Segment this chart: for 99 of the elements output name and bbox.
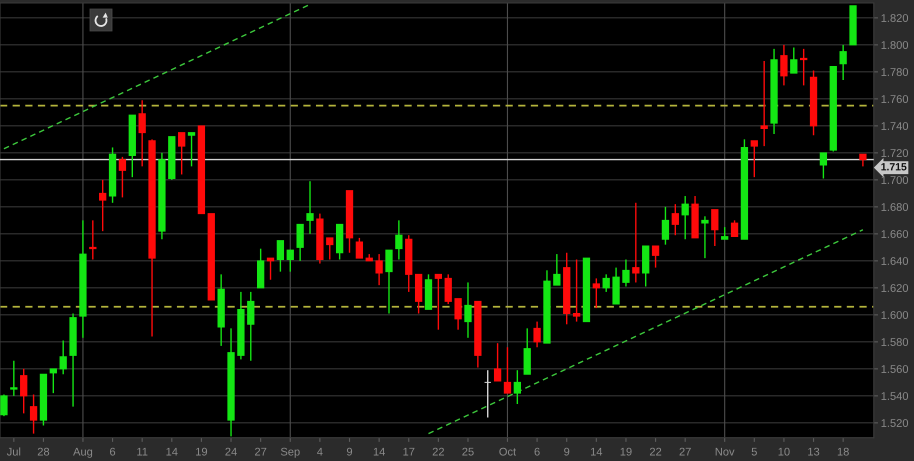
candlestick (454, 298, 462, 330)
candlestick (395, 220, 403, 260)
x-tick-label: 22 (432, 448, 444, 456)
candlestick (306, 180, 314, 235)
candlestick (484, 370, 492, 418)
x-tick-label: Oct (499, 448, 516, 456)
x-tick-label: Jul (6, 447, 20, 456)
candlestick (602, 274, 610, 293)
candlestick (622, 258, 630, 288)
y-tick-label: 1.680 (882, 203, 908, 211)
candlestick (711, 208, 718, 247)
x-tick-label: 6 (534, 448, 540, 456)
candlestick (247, 291, 254, 362)
y-tick-label: 1.800 (882, 41, 908, 49)
candlestick (356, 237, 364, 259)
candlestick (296, 224, 304, 262)
ref-line-label: 1.715 (881, 163, 906, 170)
x-tick-label: 27 (680, 448, 691, 456)
y-tick-label: 1.580 (882, 338, 908, 346)
candlestick (60, 340, 67, 375)
x-tick-label: 13 (808, 448, 820, 456)
candlestick (572, 258, 580, 322)
candlestick (701, 216, 709, 259)
candlestick (760, 60, 768, 147)
y-tick-label: 1.780 (882, 68, 908, 76)
y-tick-label: 1.520 (882, 419, 908, 427)
candlestick (276, 240, 284, 272)
candlestick (721, 226, 728, 240)
candlestick (553, 253, 560, 286)
y-tick-label: 1.660 (882, 230, 908, 238)
candlestick (178, 132, 186, 176)
x-tick-label: 10 (778, 448, 790, 456)
x-tick-label: 9 (346, 448, 352, 456)
y-tick-label: 1.640 (882, 257, 908, 265)
candlestick (50, 368, 57, 394)
candlestick (514, 370, 521, 405)
candlestick (188, 132, 196, 168)
candlestick (730, 220, 738, 238)
candlestick (750, 140, 758, 178)
candlestick (326, 237, 334, 260)
candlestick (632, 202, 640, 284)
x-tick-label: 27 (255, 448, 266, 456)
x-tick-label: 19 (620, 448, 632, 456)
candlestick (375, 253, 383, 286)
x-tick-label: 19 (196, 448, 208, 456)
y-tick-label: 1.540 (882, 392, 908, 400)
candlestick (286, 249, 294, 272)
x-tick-label: 5 (752, 448, 757, 456)
candlestick (790, 46, 798, 74)
candlestick (840, 44, 847, 81)
x-tick-label: 14 (591, 448, 602, 456)
y-tick-label: 1.720 (882, 149, 908, 157)
candlestick (859, 154, 867, 168)
candlestick (652, 245, 660, 268)
candlestick (504, 346, 512, 394)
candlestick (0, 394, 8, 417)
y-tick-label: 1.740 (882, 122, 908, 130)
candlestick (533, 320, 541, 348)
x-tick-label: 24 (225, 448, 237, 456)
y-tick-label: 1.820 (882, 14, 908, 22)
candlestick (780, 44, 788, 86)
candlestick (138, 100, 146, 168)
candlestick (89, 220, 96, 260)
candlestick (434, 274, 442, 330)
x-tick-label: Nov (716, 448, 735, 456)
candlestick (662, 206, 670, 246)
candlestick (118, 156, 126, 198)
candlestick (820, 152, 828, 180)
x-tick-label: 14 (166, 448, 178, 456)
y-tick-label: 1.620 (882, 284, 908, 292)
candlestick (30, 394, 38, 434)
x-tick-label: 28 (38, 448, 50, 456)
y-tick-label: 1.760 (882, 95, 908, 103)
candlestick (20, 368, 28, 414)
candlestick (99, 179, 106, 232)
y-tick-label: 1.700 (882, 176, 908, 184)
x-tick-label: Sep (280, 448, 300, 458)
candlestick (682, 195, 689, 240)
candlestick (385, 249, 393, 314)
x-tick-label: 11 (137, 448, 148, 456)
candlestick (672, 203, 679, 236)
x-tick-label: 6 (110, 448, 116, 456)
y-tick-label: 1.560 (882, 365, 908, 373)
x-tick-label: 22 (650, 448, 662, 456)
x-tick-label: 17 (403, 448, 414, 456)
x-tick-label: 9 (564, 448, 570, 456)
candlestick (10, 360, 18, 397)
candlestick (494, 342, 502, 382)
x-tick-label: 25 (462, 448, 474, 456)
y-tick-label: 1.600 (882, 311, 908, 319)
candlestick (266, 257, 274, 280)
x-tick-label: 14 (374, 448, 385, 456)
x-tick-label: 18 (838, 448, 849, 456)
candlestick (444, 274, 452, 305)
candlestick (592, 278, 600, 309)
candlestick (464, 282, 472, 338)
x-tick-label: 4 (317, 448, 323, 456)
x-tick-label: Aug (73, 448, 92, 458)
candlestick (800, 48, 808, 86)
